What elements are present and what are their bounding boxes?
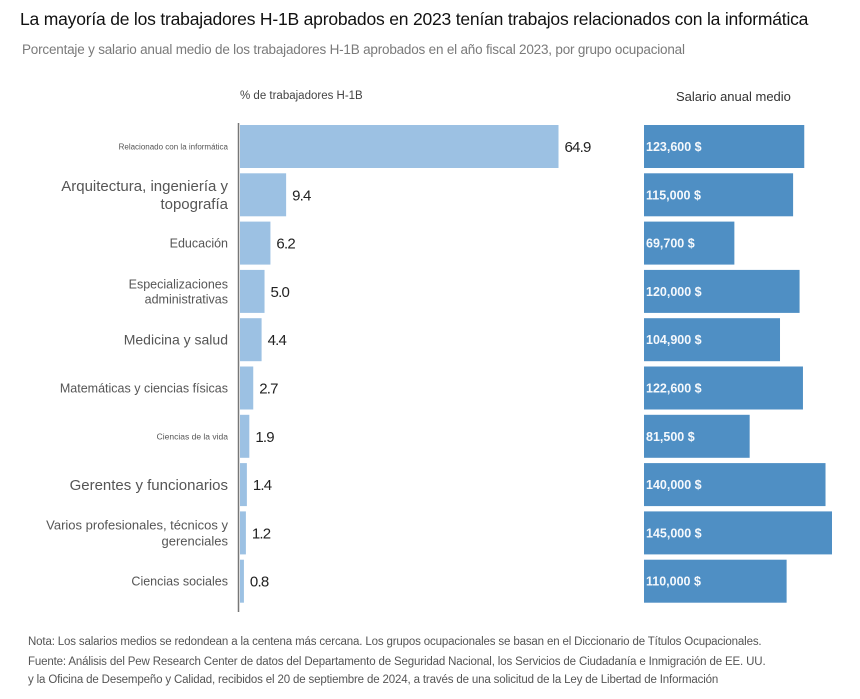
salary-value-label: 81,500 $ [646, 430, 695, 444]
salary-bar [644, 173, 794, 217]
footnotes: Nota: Los salarios medios se redondean a… [28, 632, 766, 690]
category-label: Varios profesionales, técnicos y gerencia… [46, 518, 228, 549]
pct-value-label: 0.8 [250, 574, 269, 591]
source-text-line1: Fuente: Análisis del Pew Research Center… [28, 656, 766, 668]
pct-bar [240, 463, 247, 507]
category-label: Especializaciones administrativas [129, 277, 228, 306]
salary-value-label: 69,700 $ [646, 237, 695, 251]
chart-title: La mayoría de los trabajadores H-1B apro… [20, 9, 809, 29]
salary-bar [644, 269, 800, 313]
pct-value-label: 5.0 [271, 284, 290, 301]
pct-value-label: 64.9 [565, 139, 591, 156]
salary-bar [644, 559, 787, 603]
source-text-line2: y la Oficina de Desempeño y Calidad, rec… [28, 674, 719, 686]
category-label: Ciencias sociales [131, 575, 228, 589]
pct-bar [240, 125, 559, 168]
pct-bar [240, 414, 250, 458]
pct-bar [240, 173, 287, 217]
salary-bar [644, 221, 735, 265]
salary-bar [644, 511, 832, 555]
salary-value-label: 123,600 $ [646, 140, 702, 154]
salary-value-label: 120,000 $ [646, 285, 702, 299]
pct-value-label: 1.9 [255, 429, 274, 446]
salary-column-header: Salario anual medio [676, 89, 791, 104]
pct-value-label: 6.2 [276, 236, 295, 253]
pct-bar [240, 269, 265, 313]
pct-value-label: 9.4 [292, 187, 311, 204]
chart-subtitle: Porcentaje y salario anual medio de los … [22, 42, 685, 57]
salary-value-label: 140,000 $ [646, 478, 702, 492]
salary-value-label: 110,000 $ [646, 575, 701, 589]
category-label: Relacionado con la informática [119, 142, 229, 151]
salary-value-label: 115,000 $ [646, 188, 701, 202]
salary-bar [644, 463, 826, 507]
pct-value-label: 1.4 [253, 477, 272, 494]
pct-value-label: 1.2 [252, 525, 271, 542]
salary-bar [644, 125, 805, 168]
pct-bar [240, 559, 244, 603]
category-label: Matemáticas y ciencias físicas [60, 381, 228, 395]
category-label: Educación [170, 236, 228, 250]
salary-value-label: 104,900 $ [646, 333, 702, 347]
category-label: Gerentes y funcionarios [70, 477, 228, 494]
pct-value-label: 4.4 [268, 332, 287, 349]
category-label: Arquitectura, ingeniería y topografía [61, 178, 228, 213]
salary-bar [644, 318, 781, 362]
salary-value-label: 145,000 $ [646, 526, 702, 540]
salary-value-label: 122,600 $ [646, 382, 702, 396]
category-label: Medicina y salud [124, 332, 228, 348]
pct-bar [240, 511, 246, 555]
salary-bar [644, 366, 803, 410]
note-text: Nota: Los salarios medios se redondean a… [28, 636, 762, 648]
pct-bar [240, 221, 271, 265]
category-label: Ciencias de la vida [157, 431, 229, 441]
pct-bar [240, 318, 262, 362]
pct-column-header: % de trabajadores H-1B [240, 90, 363, 102]
pct-bar [240, 366, 254, 410]
salary-bar [644, 414, 750, 458]
pct-value-label: 2.7 [259, 381, 278, 398]
